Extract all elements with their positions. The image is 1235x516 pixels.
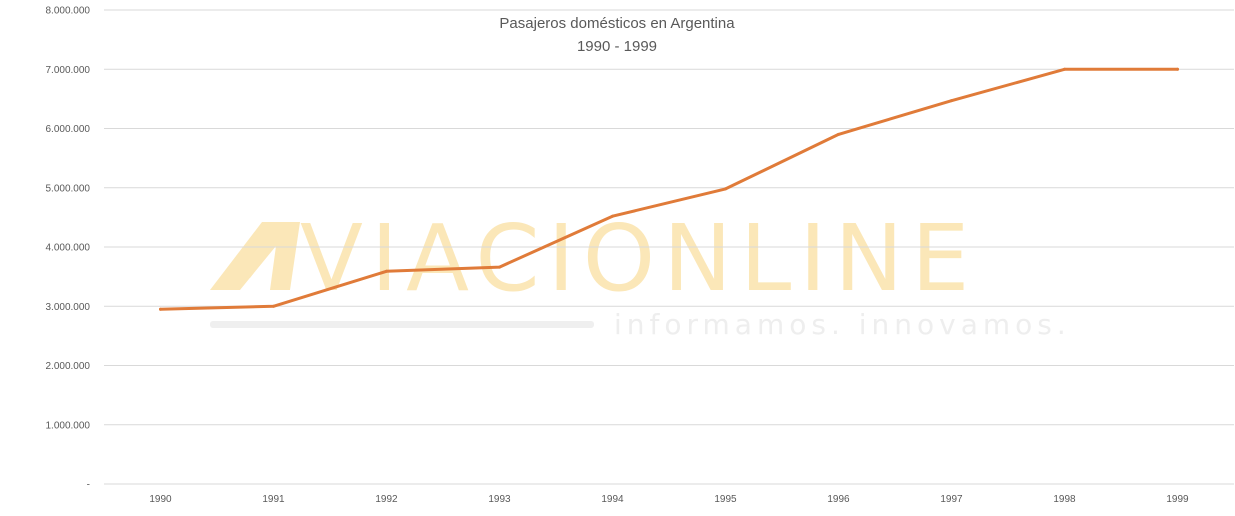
data-point xyxy=(385,269,388,273)
watermark-brand: VIACIONLINE xyxy=(300,205,977,312)
series-line xyxy=(159,67,1179,311)
x-tick-label: 1995 xyxy=(714,494,737,505)
series-group xyxy=(159,67,1179,311)
x-tick-label: 1990 xyxy=(149,494,172,505)
data-point xyxy=(1176,67,1179,71)
x-tick-label: 1993 xyxy=(488,494,511,505)
x-tick-label: 1994 xyxy=(601,494,624,505)
y-tick-label: 8.000.000 xyxy=(46,6,91,17)
x-tick-label: 1992 xyxy=(375,494,398,505)
data-point xyxy=(159,307,162,311)
x-tick-label: 1991 xyxy=(262,494,285,505)
watermark-bar xyxy=(210,321,594,328)
data-point xyxy=(837,132,840,136)
data-point xyxy=(950,99,953,103)
chart-title: Pasajeros domésticos en Argentina xyxy=(499,15,735,32)
y-tick-label: 2.000.000 xyxy=(46,361,91,372)
data-point xyxy=(611,214,614,218)
gridlines xyxy=(104,9,1234,485)
watermark-tagline: informamos. innovamos. xyxy=(614,308,1071,341)
y-tick-label: 6.000.000 xyxy=(46,124,91,135)
watermark: VIACIONLINE informamos. innovamos. xyxy=(210,205,1071,341)
x-tick-label: 1999 xyxy=(1166,494,1189,505)
data-point xyxy=(272,304,275,308)
y-tick-label: 4.000.000 xyxy=(46,243,91,254)
x-axis-ticks: 1990 1991 1992 1993 1994 1995 1996 1997 1998 1999 xyxy=(149,494,1189,505)
data-point xyxy=(1063,67,1066,71)
y-tick-label: 5.000.000 xyxy=(46,183,91,194)
y-tick-label: 3.000.000 xyxy=(46,302,91,313)
x-tick-label: 1997 xyxy=(940,494,963,505)
y-tick-label: 7.000.000 xyxy=(46,65,91,76)
chart-subtitle: 1990 - 1999 xyxy=(577,38,657,55)
x-tick-label: 1998 xyxy=(1053,494,1076,505)
data-point xyxy=(498,265,501,269)
watermark-logo-icon xyxy=(210,222,300,290)
y-axis-ticks: - 1.000.000 2.000.000 3.000.000 4.000.000 5.0… xyxy=(46,6,91,491)
y-tick-label: - xyxy=(87,480,90,491)
data-point xyxy=(724,187,727,191)
x-tick-label: 1996 xyxy=(827,494,850,505)
y-tick-label: 1.000.000 xyxy=(46,420,91,431)
